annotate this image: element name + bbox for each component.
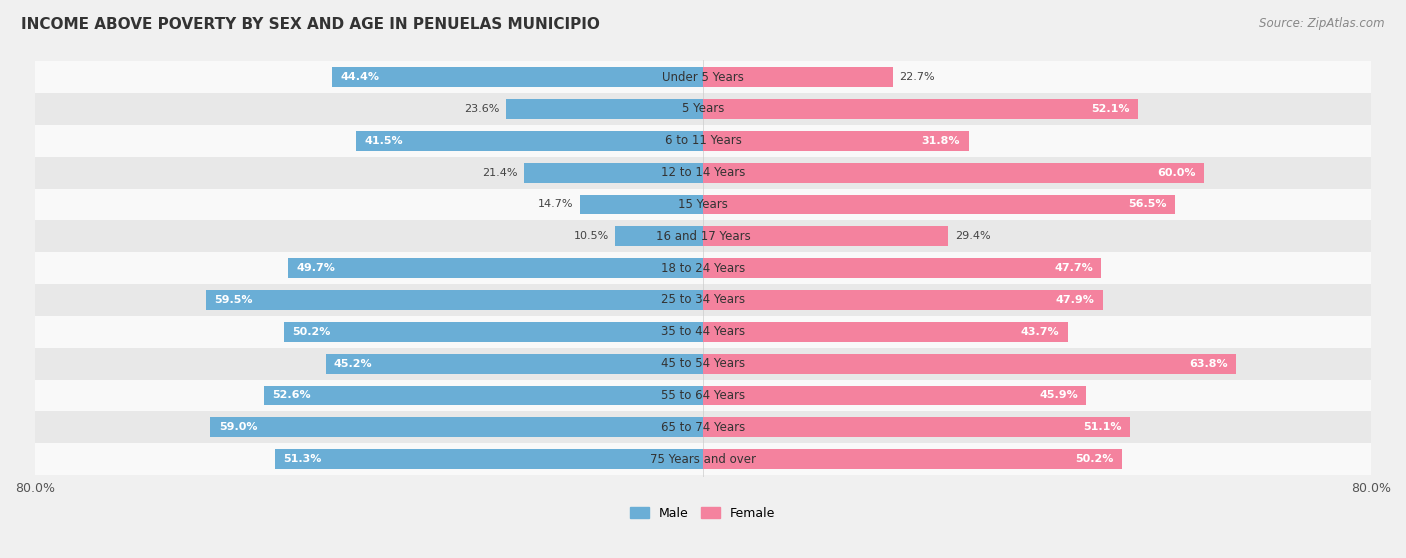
- Text: 25 to 34 Years: 25 to 34 Years: [661, 294, 745, 306]
- Bar: [357, 131, 703, 151]
- Text: 12 to 14 Years: 12 to 14 Years: [661, 166, 745, 179]
- Bar: [35, 252, 1371, 284]
- Bar: [703, 131, 969, 151]
- Text: 45.2%: 45.2%: [335, 359, 373, 369]
- Text: 22.7%: 22.7%: [900, 72, 935, 82]
- Bar: [703, 354, 1236, 373]
- Bar: [703, 386, 1087, 405]
- Text: INCOME ABOVE POVERTY BY SEX AND AGE IN PENUELAS MUNICIPIO: INCOME ABOVE POVERTY BY SEX AND AGE IN P…: [21, 17, 600, 32]
- Text: Source: ZipAtlas.com: Source: ZipAtlas.com: [1260, 17, 1385, 30]
- Text: 45 to 54 Years: 45 to 54 Years: [661, 357, 745, 370]
- Text: 55 to 64 Years: 55 to 64 Years: [661, 389, 745, 402]
- Bar: [211, 417, 703, 437]
- Bar: [616, 227, 703, 246]
- Text: 75 Years and over: 75 Years and over: [650, 453, 756, 465]
- Bar: [35, 316, 1371, 348]
- Text: 5 Years: 5 Years: [682, 103, 724, 116]
- Text: 6 to 11 Years: 6 to 11 Years: [665, 134, 741, 147]
- Bar: [703, 258, 1101, 278]
- Text: 35 to 44 Years: 35 to 44 Years: [661, 325, 745, 338]
- Bar: [506, 99, 703, 119]
- Bar: [35, 284, 1371, 316]
- Bar: [284, 322, 703, 341]
- Text: 50.2%: 50.2%: [1076, 454, 1114, 464]
- Text: 14.7%: 14.7%: [538, 199, 574, 209]
- Bar: [35, 189, 1371, 220]
- Text: 15 Years: 15 Years: [678, 198, 728, 211]
- Bar: [35, 93, 1371, 125]
- Text: 31.8%: 31.8%: [922, 136, 960, 146]
- Bar: [207, 290, 703, 310]
- Text: 59.0%: 59.0%: [219, 422, 257, 432]
- Bar: [703, 322, 1069, 341]
- Text: 45.9%: 45.9%: [1039, 391, 1078, 401]
- Bar: [264, 386, 703, 405]
- Text: 29.4%: 29.4%: [955, 232, 991, 241]
- Bar: [288, 258, 703, 278]
- Text: 52.6%: 52.6%: [273, 391, 311, 401]
- Text: 60.0%: 60.0%: [1157, 167, 1195, 177]
- Text: 59.5%: 59.5%: [215, 295, 253, 305]
- Bar: [274, 449, 703, 469]
- Bar: [35, 157, 1371, 189]
- Text: Under 5 Years: Under 5 Years: [662, 71, 744, 84]
- Bar: [35, 379, 1371, 411]
- Text: 41.5%: 41.5%: [364, 136, 404, 146]
- Text: 50.2%: 50.2%: [292, 327, 330, 337]
- Text: 44.4%: 44.4%: [340, 72, 380, 82]
- Bar: [703, 227, 949, 246]
- Text: 51.3%: 51.3%: [283, 454, 322, 464]
- Bar: [703, 290, 1102, 310]
- Text: 23.6%: 23.6%: [464, 104, 499, 114]
- Bar: [703, 68, 893, 87]
- Text: 21.4%: 21.4%: [482, 167, 517, 177]
- Text: 43.7%: 43.7%: [1021, 327, 1060, 337]
- Bar: [35, 443, 1371, 475]
- Bar: [332, 68, 703, 87]
- Bar: [703, 195, 1175, 214]
- Bar: [703, 449, 1122, 469]
- Bar: [524, 163, 703, 182]
- Text: 52.1%: 52.1%: [1091, 104, 1129, 114]
- Bar: [581, 195, 703, 214]
- Text: 65 to 74 Years: 65 to 74 Years: [661, 421, 745, 434]
- Bar: [703, 417, 1129, 437]
- Text: 18 to 24 Years: 18 to 24 Years: [661, 262, 745, 275]
- Bar: [35, 411, 1371, 443]
- Text: 10.5%: 10.5%: [574, 232, 609, 241]
- Text: 49.7%: 49.7%: [297, 263, 335, 273]
- Bar: [703, 99, 1137, 119]
- Bar: [35, 125, 1371, 157]
- Text: 16 and 17 Years: 16 and 17 Years: [655, 230, 751, 243]
- Bar: [703, 163, 1204, 182]
- Text: 56.5%: 56.5%: [1128, 199, 1167, 209]
- Bar: [326, 354, 703, 373]
- Text: 47.9%: 47.9%: [1056, 295, 1095, 305]
- Text: 51.1%: 51.1%: [1083, 422, 1122, 432]
- Legend: Male, Female: Male, Female: [626, 502, 780, 525]
- Text: 63.8%: 63.8%: [1188, 359, 1227, 369]
- Bar: [35, 61, 1371, 93]
- Text: 47.7%: 47.7%: [1054, 263, 1092, 273]
- Bar: [35, 220, 1371, 252]
- Bar: [35, 348, 1371, 379]
